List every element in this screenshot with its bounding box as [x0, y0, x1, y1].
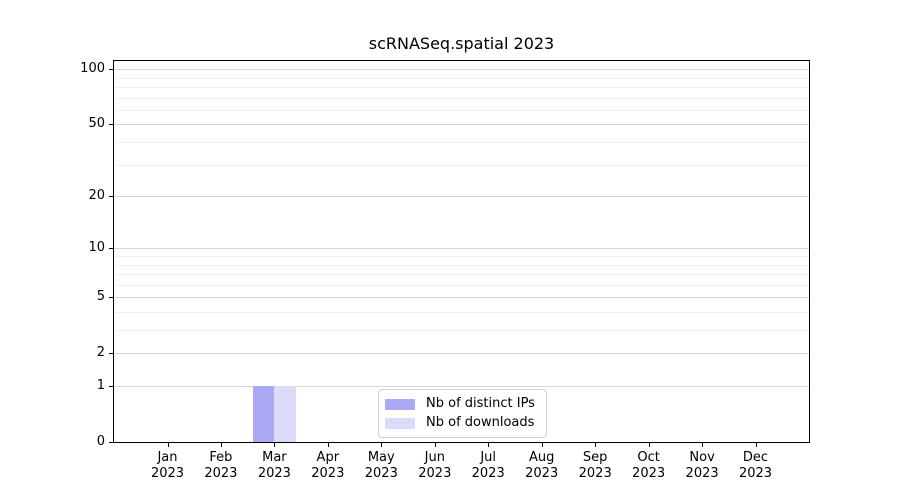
- x-tick-year: 2023: [738, 466, 773, 481]
- gridline-minor: [114, 109, 809, 111]
- legend-item-downloads: Nb of downloads: [385, 415, 546, 431]
- x-tick-mark: [595, 443, 597, 447]
- chart-title: scRNASeq.spatial 2023: [368, 34, 555, 53]
- y-tick-label: 2: [96, 345, 105, 361]
- gridline-major: [114, 69, 809, 71]
- x-tick-month: Oct: [637, 450, 660, 465]
- gridline-minor: [114, 264, 809, 266]
- y-tick-label: 100: [80, 61, 105, 77]
- legend-swatch-downloads-icon: [385, 417, 415, 429]
- x-tick-month: Feb: [209, 450, 233, 465]
- x-tick-month: Jul: [480, 450, 497, 465]
- bar-nb-of-distinct-ips: [253, 386, 275, 442]
- y-tick-label: 1: [96, 378, 105, 393]
- x-tick-mark: [488, 443, 490, 447]
- legend-label-distinct-ips: Nb of distinct IPs: [426, 396, 535, 411]
- x-tick-year: 2023: [525, 466, 559, 481]
- gridline-minor: [114, 330, 809, 331]
- x-tick-mark: [381, 443, 383, 447]
- x-tick-mark: [648, 443, 650, 447]
- gridline-minor: [114, 284, 809, 286]
- y-tick-mark: [109, 69, 113, 71]
- y-tick-mark: [109, 353, 113, 355]
- x-tick-year: 2023: [685, 466, 719, 481]
- x-tick-month: Dec: [742, 450, 769, 465]
- x-tick-label-nov: Nov 2023: [670, 450, 734, 482]
- x-tick-month: Sep: [582, 450, 608, 465]
- y-tick-label: 20: [88, 188, 105, 203]
- plot-area: [113, 60, 810, 443]
- x-tick-mark: [274, 443, 276, 447]
- x-tick-label-jun: Jun 2023: [403, 450, 467, 482]
- gridline-minor: [114, 164, 809, 166]
- x-tick-month: Aug: [528, 450, 555, 465]
- gridline-major: [114, 353, 809, 355]
- x-tick-label-feb: Feb 2023: [189, 450, 253, 482]
- x-tick-label-jul: Jul 2023: [456, 450, 520, 482]
- x-tick-year: 2023: [150, 466, 185, 481]
- gridline-minor: [114, 97, 809, 99]
- gridline-minor: [114, 256, 809, 257]
- x-tick-label-jan: Jan 2023: [136, 450, 200, 482]
- y-tick-label: 0: [96, 434, 105, 449]
- x-tick-label-mar: Mar 2023: [242, 450, 306, 482]
- gridline-major: [114, 386, 809, 387]
- y-tick-mark: [109, 386, 113, 387]
- x-tick-month: Mar: [262, 450, 287, 465]
- x-tick-label-oct: Oct 2023: [617, 450, 681, 482]
- legend-label-downloads: Nb of downloads: [426, 415, 535, 430]
- x-tick-mark: [541, 443, 543, 447]
- x-tick-mark: [327, 443, 329, 447]
- x-tick-mark: [702, 443, 704, 447]
- x-tick-mark: [167, 443, 169, 447]
- y-tick-mark: [109, 442, 113, 443]
- x-tick-mark: [220, 443, 222, 447]
- x-tick-mark: [434, 443, 436, 447]
- gridline-major: [114, 297, 809, 299]
- x-tick-label-aug: Aug 2023: [510, 450, 574, 482]
- gridline-minor: [114, 87, 809, 88]
- x-tick-year: 2023: [632, 466, 666, 481]
- x-tick-year: 2023: [364, 466, 398, 481]
- gridline-major: [114, 196, 809, 197]
- x-tick-label-sep: Sep 2023: [563, 450, 627, 482]
- x-tick-year: 2023: [311, 466, 345, 481]
- y-tick-mark: [109, 248, 113, 250]
- y-tick-mark: [109, 297, 113, 299]
- x-tick-month: May: [367, 450, 395, 465]
- x-tick-label-dec: Dec 2023: [724, 450, 788, 482]
- x-tick-month: Jun: [424, 450, 445, 465]
- y-tick-label: 50: [88, 116, 105, 132]
- x-tick-label-may: May 2023: [349, 450, 413, 482]
- x-tick-month: Apr: [316, 450, 340, 465]
- legend-item-distinct-ips: Nb of distinct IPs: [385, 396, 546, 412]
- x-tick-month: Jan: [157, 450, 178, 465]
- gridline-minor: [114, 142, 809, 143]
- gridline-major: [114, 124, 809, 126]
- y-tick-mark: [109, 124, 113, 126]
- x-tick-label-apr: Apr 2023: [296, 450, 360, 482]
- x-tick-year: 2023: [471, 466, 505, 481]
- legend-swatch-distinct-ips-icon: [385, 398, 415, 410]
- x-tick-mark: [755, 443, 757, 447]
- gridline-minor: [114, 312, 809, 313]
- x-tick-month: Nov: [689, 450, 715, 465]
- x-tick-year: 2023: [204, 466, 238, 481]
- bar-nb-of-downloads: [274, 386, 296, 442]
- x-tick-year: 2023: [257, 466, 291, 481]
- y-tick-label: 5: [96, 289, 105, 305]
- y-tick-mark: [109, 196, 113, 197]
- gridline-major: [114, 248, 809, 250]
- gridline-minor: [114, 274, 809, 275]
- gridline-minor: [114, 77, 809, 79]
- legend: Nb of distinct IPs Nb of downloads: [378, 389, 547, 438]
- x-tick-year: 2023: [418, 466, 452, 481]
- x-tick-year: 2023: [578, 466, 612, 481]
- y-tick-label: 10: [88, 240, 105, 256]
